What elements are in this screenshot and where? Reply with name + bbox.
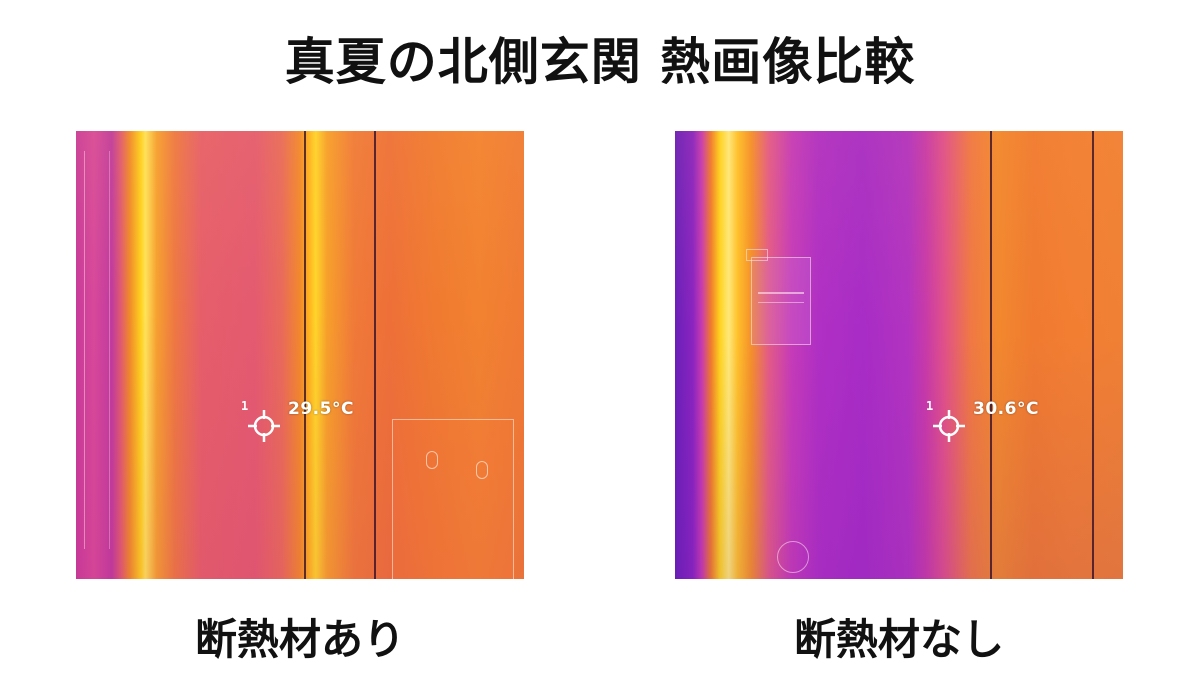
caption-with-insulation: 断熱材あり (194, 615, 405, 664)
page-title: 真夏の北側玄関 熱画像比較 (284, 33, 916, 91)
thermal-image-with-insulation: 1 29.5°C (76, 131, 524, 579)
spot-number-label: 1 (926, 399, 934, 413)
door-sticker-label (751, 257, 811, 345)
thermal-gradient (76, 131, 524, 579)
door-hardware-plate (392, 419, 514, 579)
spot-number-label: 1 (241, 399, 249, 413)
thermal-image-without-insulation: 1 30.6°C (675, 131, 1123, 579)
caption-without-insulation: 断熱材なし (793, 615, 1004, 664)
door-hardware-hole (476, 461, 488, 479)
door-hardware-hole (426, 451, 438, 469)
door-round-fixture (777, 541, 809, 573)
door-sticker-small (746, 249, 768, 261)
crosshair-icon (247, 409, 281, 443)
door-seam-line (1092, 131, 1094, 579)
vertical-shading (76, 131, 524, 579)
spot-temperature: 29.5°C (288, 399, 354, 419)
door-seam-line (990, 131, 992, 579)
thermal-gradient (675, 131, 1123, 579)
door-seam-line (374, 131, 376, 579)
spot-temperature: 30.6°C (973, 399, 1039, 419)
door-seam-line (304, 131, 306, 579)
window-frame-outline (84, 151, 110, 549)
vertical-shading (675, 131, 1123, 579)
crosshair-icon (932, 409, 966, 443)
